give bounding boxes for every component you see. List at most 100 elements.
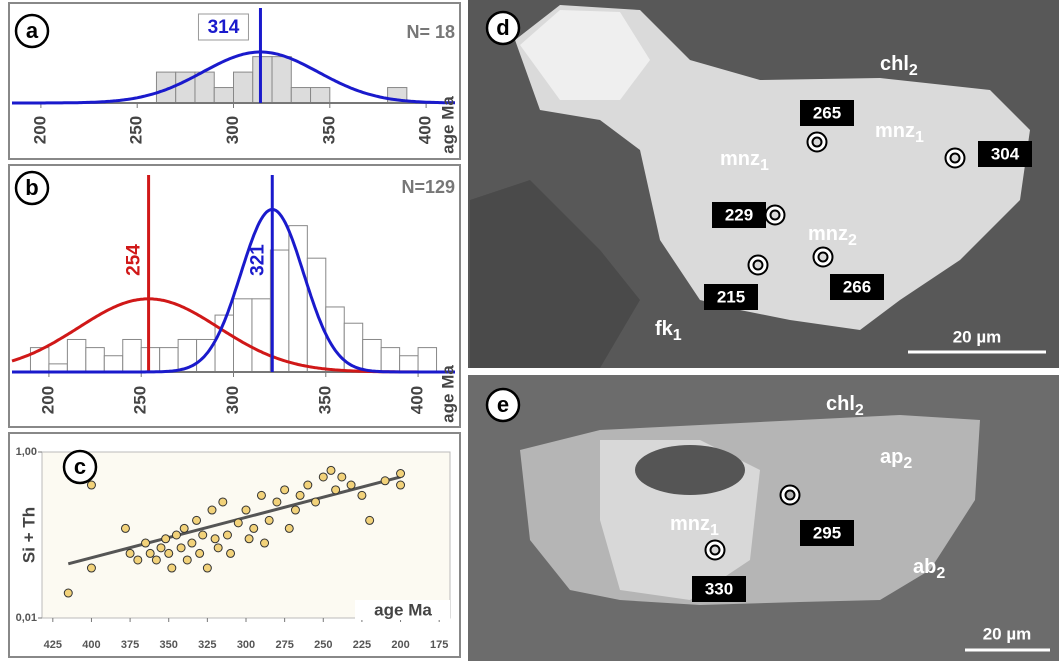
mineral-subscript: 2 (909, 62, 918, 79)
point (177, 544, 185, 552)
point (180, 524, 188, 532)
point (223, 531, 231, 539)
mineral-subscript: 2 (848, 232, 857, 249)
annotation: N= 18 (406, 22, 455, 42)
point (208, 506, 216, 514)
scale-label: 20 µm (983, 624, 1032, 643)
x-tick-label: 325 (198, 639, 216, 651)
mineral-subscript: 2 (903, 455, 912, 472)
bar (160, 348, 178, 372)
point (211, 535, 219, 543)
point (261, 539, 269, 547)
bar (418, 348, 436, 372)
x-tick-label: 225 (353, 639, 371, 651)
point (347, 481, 355, 489)
point (172, 531, 180, 539)
figure: 20 µm 20 µm 200250300350400314N= 18age M… (0, 0, 1059, 661)
bar (141, 348, 159, 372)
point (168, 564, 176, 572)
x-tick-label: 250 (131, 386, 150, 414)
point (381, 477, 389, 485)
age-label: 330 (705, 579, 733, 598)
point (319, 473, 327, 481)
x-tick-label: 200 (38, 386, 57, 414)
point (397, 470, 405, 478)
bar (291, 88, 310, 103)
point (142, 539, 150, 547)
point (196, 549, 204, 557)
point (121, 524, 129, 532)
mean-label: 321 (247, 244, 268, 276)
bar (253, 57, 272, 103)
point (234, 519, 242, 527)
point (257, 491, 265, 499)
x-tick-label: 400 (416, 116, 435, 144)
x-tick-label: 375 (121, 639, 139, 651)
point (358, 491, 366, 499)
point (250, 524, 258, 532)
point (64, 589, 72, 597)
mineral-subscript: 1 (915, 129, 924, 146)
x-tick-label: 200 (391, 639, 409, 651)
point (87, 564, 95, 572)
x-tick-label: 300 (237, 639, 255, 651)
age-label: 215 (717, 287, 745, 306)
y-tick-label: 0,01 (16, 612, 37, 624)
y-axis-label: Si + Th (19, 507, 38, 563)
point (219, 498, 227, 506)
bar (381, 348, 399, 372)
x-tick-label: 400 (408, 386, 427, 414)
point (157, 544, 165, 552)
x-tick-label: 350 (319, 116, 338, 144)
point (296, 491, 304, 499)
point (312, 498, 320, 506)
x-axis-label: age Ma (374, 600, 432, 619)
mineral-name: mnz (670, 513, 710, 535)
mean-label: 314 (208, 17, 240, 38)
x-tick-label: 200 (30, 116, 49, 144)
point (332, 486, 340, 494)
point (188, 539, 196, 547)
y-tick-label: 1,00 (16, 446, 37, 458)
grain-shadow (635, 445, 745, 495)
mineral-name: ap (880, 446, 903, 468)
panel-letter: e (497, 392, 509, 417)
point (245, 535, 253, 543)
point (291, 506, 299, 514)
point (152, 556, 160, 564)
point (285, 524, 293, 532)
mineral-name: mnz (720, 148, 760, 170)
x-tick-label: 300 (223, 116, 242, 144)
mineral-subscript: 1 (710, 522, 719, 539)
age-label: 266 (843, 277, 871, 296)
mean-label: 254 (124, 244, 145, 276)
bar (311, 88, 330, 103)
mineral-name: chl (826, 393, 855, 415)
mineral-name: fk (655, 318, 674, 340)
x-tick-label: 300 (223, 386, 242, 414)
x-axis-label: age Ma (438, 96, 457, 154)
panel-letter: a (26, 18, 39, 43)
point (183, 556, 191, 564)
point (203, 564, 211, 572)
x-tick-label: 250 (314, 639, 332, 651)
point (227, 549, 235, 557)
panel-letter: d (496, 15, 509, 40)
point (214, 544, 222, 552)
mineral-name: mnz (875, 120, 915, 142)
bar (234, 72, 253, 103)
point (397, 481, 405, 489)
point (134, 556, 142, 564)
point (304, 481, 312, 489)
point (146, 549, 154, 557)
mineral-name: mnz (808, 223, 848, 245)
point (338, 473, 346, 481)
mineral-subscript: 1 (760, 157, 769, 174)
mineral-name: chl (880, 53, 909, 75)
bar (234, 299, 252, 372)
annotation: N=129 (401, 177, 455, 197)
bar (123, 339, 141, 372)
x-tick-label: 350 (160, 639, 178, 651)
x-tick-label: 175 (430, 639, 448, 651)
bar (252, 299, 270, 372)
